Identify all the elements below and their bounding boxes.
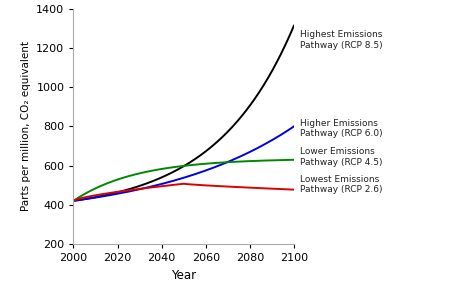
Text: Lowest Emissions
Pathway (RCP 2.6): Lowest Emissions Pathway (RCP 2.6) <box>301 175 383 194</box>
Text: Highest Emissions
Pathway (RCP 8.5): Highest Emissions Pathway (RCP 8.5) <box>301 30 383 50</box>
Text: Higher Emissions
Pathway (RCP 6.0): Higher Emissions Pathway (RCP 6.0) <box>301 119 383 138</box>
Y-axis label: Parts per million, CO₂ equivalent: Parts per million, CO₂ equivalent <box>21 41 31 212</box>
X-axis label: Year: Year <box>171 269 196 282</box>
Text: Lower Emissions
Pathway (RCP 4.5): Lower Emissions Pathway (RCP 4.5) <box>301 147 383 166</box>
